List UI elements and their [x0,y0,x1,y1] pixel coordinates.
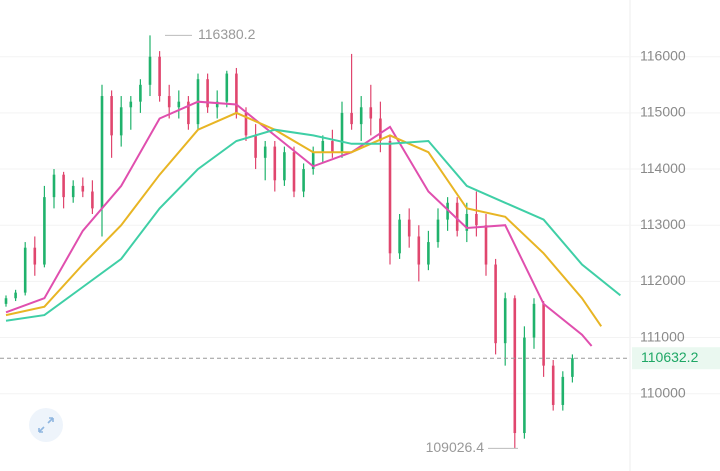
candle-body [302,169,305,192]
candle-body [23,247,27,293]
candle-body [561,376,565,405]
candle-body [254,135,257,158]
candle-body [465,213,469,231]
candle-body [71,185,75,198]
y-tick-label: 115000 [640,104,686,120]
candle-body [263,146,267,158]
candle-body [81,185,85,192]
candle-body [167,96,171,108]
last-price-box [632,347,720,370]
candle-body [62,174,65,198]
y-tick-label: 113000 [640,216,686,232]
candle-body [407,219,411,237]
low-label: 109026.4 [426,439,485,455]
candle-body [225,73,229,102]
candle-body [484,225,488,265]
candle-body [33,247,37,265]
candle-body [359,107,363,125]
y-tick-label: 116000 [640,47,686,63]
candle-body [14,292,17,299]
candle-body [571,358,574,377]
candle-body [455,202,459,231]
candle-body [139,84,142,102]
candle-body [311,152,315,170]
candle-body [158,56,161,97]
candle-body [244,112,248,136]
candle-body [542,303,545,366]
candle-body [100,96,104,209]
candle-body [446,202,449,220]
candle-body [206,79,209,108]
candle-body [532,303,536,338]
candle-body [52,174,56,198]
last-price-label: 110632.2 [641,349,699,365]
candle-body [369,107,373,119]
candle-body [187,101,190,125]
candle-body [551,365,555,405]
high-label: 116380.2 [198,26,256,42]
candle-body [513,298,517,434]
candle-body [91,191,94,209]
candle-body [43,197,46,265]
candle-body [215,101,219,108]
candle-body [436,219,440,243]
candle-body [350,112,353,125]
y-tick-label: 111000 [640,328,685,344]
y-tick-label: 110000 [640,384,686,400]
candle-body [148,56,152,85]
candle-body [503,298,507,344]
candle-body [331,140,334,153]
candle-body [379,118,382,141]
expand-bg[interactable] [29,408,63,442]
candle-body [494,264,497,344]
candle-body [273,146,277,181]
moving-average-line [5,111,603,327]
expand-icon[interactable] [38,417,54,433]
expand-button[interactable] [29,408,63,442]
moving-average-line [5,128,622,322]
y-tick-label: 112000 [640,272,686,288]
candle-body [119,107,123,136]
candle-body [321,140,325,153]
candle-body [177,101,181,108]
candle-body [398,219,401,254]
candle-body [417,236,421,265]
candle-body [283,152,286,181]
candle-body [475,213,478,226]
candle-body [427,242,430,265]
moving-average-line [5,100,593,347]
candle-body [4,298,8,304]
candle-body [292,152,296,192]
candle-body [235,73,238,113]
candle-body [388,140,392,254]
candle-body [110,96,113,136]
candle-body [129,101,133,108]
y-tick-label: 114000 [640,160,686,176]
candle-body [523,337,526,434]
candle-body [340,112,344,153]
